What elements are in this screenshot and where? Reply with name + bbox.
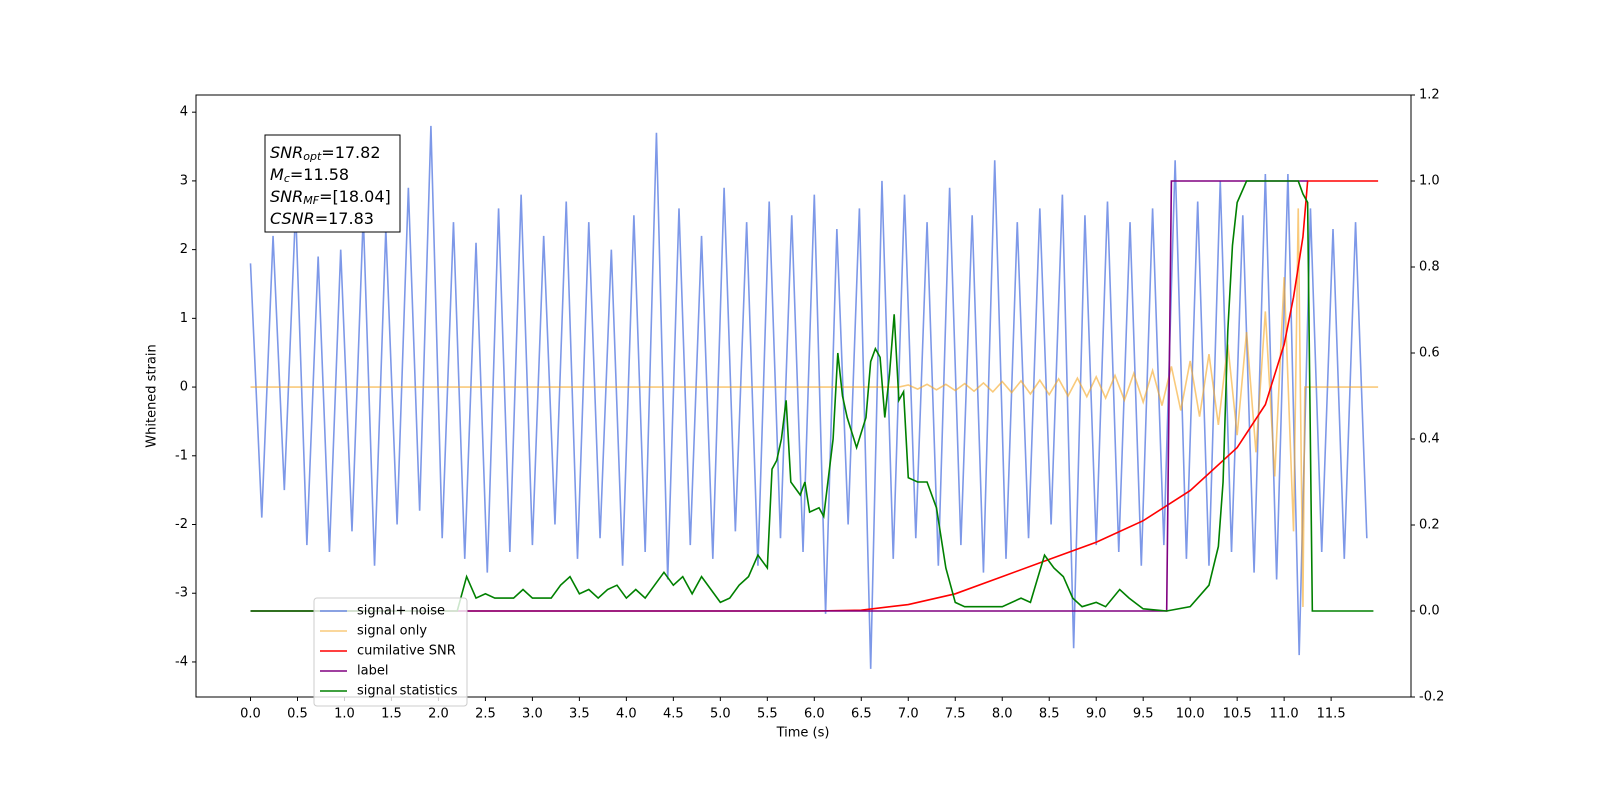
x-tick-label: 7.0 [898,707,919,722]
series-line [250,180,1308,612]
x-axis-label: Time (s) [776,726,830,741]
annotation-rest: =17.83 [315,209,374,228]
y-tick-label: 4 [180,105,188,120]
x-tick-label: 8.0 [992,707,1013,722]
x-tick-label: 6.5 [851,707,872,722]
annotation-box [264,134,401,233]
legend-label: label [357,664,388,679]
x-tick-label: 10.5 [1223,707,1252,722]
x-tick-label: 8.5 [1039,707,1060,722]
legend-label: cumilative SNR [357,644,456,659]
annotation-rest: =17.82 [321,143,380,162]
annotation-base: SNR [270,143,303,162]
x-tick-label: 11.5 [1317,707,1346,722]
annotation-base: SNR [270,187,303,206]
x-tick-label: 11.0 [1270,707,1299,722]
annotation-sub: opt [303,150,322,163]
y-axis-label: Whitened strain [145,344,160,447]
legend-box [313,597,468,707]
y2-tick-label: 1.0 [1419,174,1440,189]
y-tick-label: 0 [180,380,188,395]
x-tick-label: 1.5 [381,707,402,722]
y-tick-label: -1 [175,448,188,463]
annotation-rest: =[18.04] [319,187,391,206]
x-tick-label: 7.5 [945,707,966,722]
legend-label: signal only [357,624,427,639]
annotation-line: CSNR=17.83 [270,209,374,228]
legend-label: signal+ noise [357,604,445,619]
x-tick-label: 6.0 [804,707,825,722]
x-tick-label: 4.0 [616,707,637,722]
y-tick-label: -3 [175,586,188,601]
y-tick-label: 1 [180,311,188,326]
x-tick-label: 0.5 [287,707,308,722]
y2-tick-label: 0.8 [1419,260,1440,275]
y-tick-label: 2 [180,242,188,257]
y2-tick-label: 1.2 [1419,88,1440,103]
y2-tick-label: 0.2 [1419,518,1440,533]
y2-tick-label: 0.6 [1419,346,1440,361]
legend-label: signal statistics [357,684,458,699]
x-tick-label: 2.5 [475,707,496,722]
axes-frame [195,94,1412,698]
x-tick-label: 9.0 [1086,707,1107,722]
x-tick-label: 5.0 [710,707,731,722]
x-tick-label: 9.5 [1133,707,1154,722]
annotation-sub: MF [303,194,319,207]
series-line [250,180,1374,612]
series-line [250,208,1379,607]
y2-tick-label: 0.4 [1419,432,1440,447]
y-tick-label: -4 [175,654,188,669]
y-tick-label: 3 [180,173,188,188]
annotation-base: CSNR [270,209,315,228]
annotation-line: Mc=11.58 [270,165,349,186]
x-tick-label: 0.0 [240,707,261,722]
annotation-line: SNRopt=17.82 [270,143,381,164]
x-tick-label: 2.0 [428,707,449,722]
x-tick-label: 4.5 [663,707,684,722]
annotation-base: M [270,165,284,184]
annotation-line: SNRMF=[18.04] [270,187,391,208]
annotation-sub: c [284,172,290,185]
x-tick-label: 3.5 [569,707,590,722]
y-tick-label: -2 [175,517,188,532]
x-tick-label: 5.5 [757,707,778,722]
x-tick-label: 10.0 [1176,707,1205,722]
annotation-rest: =11.58 [290,165,349,184]
series-line [249,125,1368,669]
y2-tick-label: -0.2 [1419,690,1444,705]
y2-tick-label: 0.0 [1419,604,1440,619]
x-tick-label: 3.0 [522,707,543,722]
x-tick-label: 1.0 [334,707,355,722]
